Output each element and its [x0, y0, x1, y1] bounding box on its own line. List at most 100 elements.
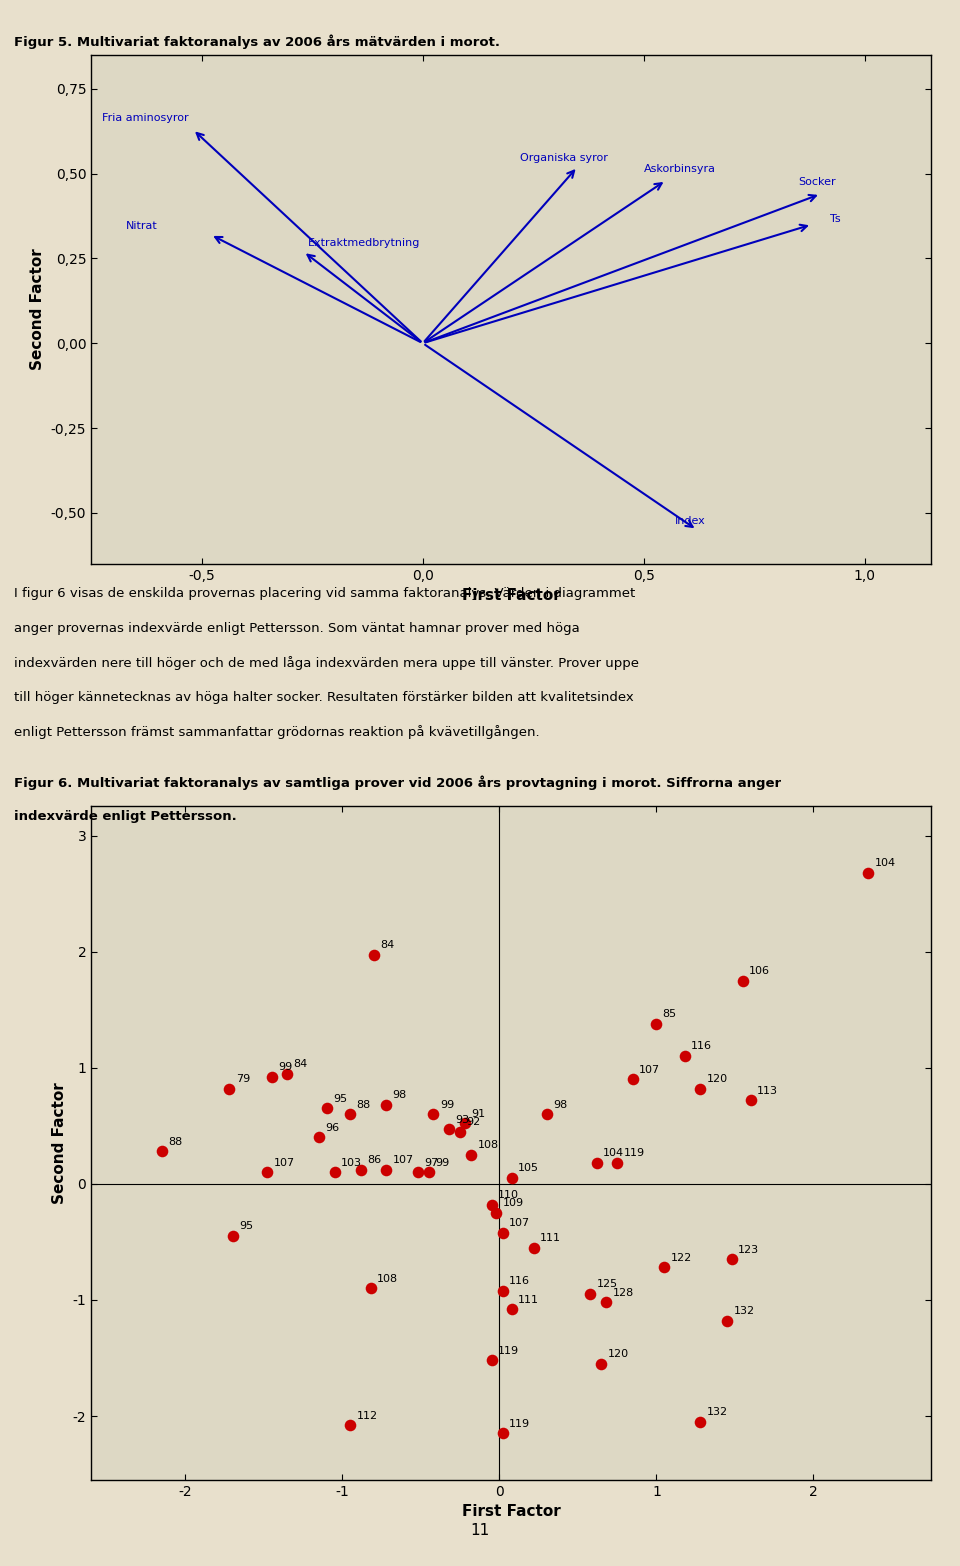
- Y-axis label: Second Factor: Second Factor: [52, 1082, 67, 1204]
- Text: Fria aminosyror: Fria aminosyror: [102, 113, 188, 122]
- Text: 120: 120: [608, 1350, 629, 1359]
- Point: [457, 1110, 472, 1135]
- Point: [719, 1308, 734, 1333]
- Text: 122: 122: [671, 1253, 692, 1262]
- Point: [495, 1278, 511, 1303]
- Text: 98: 98: [553, 1099, 567, 1109]
- Text: 86: 86: [368, 1156, 382, 1165]
- Text: 91: 91: [471, 1109, 486, 1118]
- Text: Index: Index: [675, 517, 706, 526]
- Text: 120: 120: [707, 1074, 728, 1084]
- Text: 88: 88: [168, 1137, 182, 1146]
- Text: 84: 84: [380, 941, 395, 951]
- Text: 116: 116: [509, 1276, 530, 1286]
- Text: indexvärden nere till höger och de med låga indexvärden mera uppe till vänster. : indexvärden nere till höger och de med l…: [14, 656, 639, 670]
- Point: [526, 1236, 541, 1261]
- Text: 104: 104: [875, 858, 896, 868]
- Point: [625, 1066, 640, 1092]
- Point: [319, 1096, 334, 1121]
- Point: [378, 1093, 394, 1118]
- Point: [343, 1413, 358, 1438]
- Text: 125: 125: [597, 1279, 618, 1289]
- Point: [594, 1351, 610, 1377]
- Text: 116: 116: [691, 1041, 712, 1051]
- Point: [693, 1076, 708, 1101]
- Point: [735, 968, 751, 993]
- Text: 107: 107: [274, 1157, 295, 1168]
- Point: [861, 860, 876, 885]
- Text: Ts: Ts: [829, 215, 840, 224]
- Text: 132: 132: [733, 1306, 755, 1315]
- Point: [426, 1101, 442, 1126]
- X-axis label: First Factor: First Factor: [462, 589, 561, 603]
- Point: [649, 1012, 664, 1037]
- Point: [589, 1151, 605, 1176]
- Text: 106: 106: [749, 966, 770, 976]
- Point: [693, 1409, 708, 1434]
- Text: 92: 92: [467, 1117, 481, 1128]
- Text: 103: 103: [341, 1157, 362, 1168]
- Point: [583, 1281, 598, 1306]
- Text: 110: 110: [498, 1190, 518, 1200]
- Text: 112: 112: [356, 1411, 377, 1420]
- Y-axis label: Second Factor: Second Factor: [31, 249, 45, 370]
- Point: [610, 1151, 625, 1176]
- Point: [677, 1043, 692, 1068]
- Point: [657, 1254, 672, 1279]
- Text: Extraktmedbrytning: Extraktmedbrytning: [308, 238, 420, 247]
- Text: I figur 6 visas de enskilda provernas placering vid samma faktoranalys. Värden i: I figur 6 visas de enskilda provernas pl…: [14, 587, 636, 600]
- Text: Nitrat: Nitrat: [126, 221, 157, 232]
- Text: 99: 99: [435, 1157, 449, 1168]
- Text: Organiska syror: Organiska syror: [520, 153, 608, 163]
- Point: [598, 1290, 613, 1315]
- Point: [504, 1165, 519, 1190]
- Point: [442, 1117, 457, 1142]
- Text: 88: 88: [356, 1099, 371, 1109]
- Text: 11: 11: [470, 1522, 490, 1538]
- Text: 108: 108: [477, 1140, 498, 1149]
- Point: [539, 1101, 554, 1126]
- Text: Figur 6. Multivariat faktoranalys av samtliga prover vid 2006 års provtagning i : Figur 6. Multivariat faktoranalys av sam…: [14, 775, 781, 789]
- Text: 111: 111: [518, 1295, 540, 1304]
- Text: 119: 119: [509, 1419, 530, 1428]
- Text: 107: 107: [509, 1218, 530, 1228]
- Text: 85: 85: [662, 1009, 677, 1019]
- Point: [724, 1247, 739, 1272]
- Text: 107: 107: [639, 1065, 660, 1074]
- Text: 113: 113: [756, 1085, 778, 1096]
- Text: 98: 98: [393, 1090, 407, 1101]
- X-axis label: First Factor: First Factor: [462, 1505, 561, 1519]
- Point: [504, 1297, 519, 1322]
- Text: 108: 108: [377, 1273, 398, 1284]
- Text: 111: 111: [540, 1232, 562, 1243]
- Point: [410, 1160, 425, 1185]
- Point: [343, 1101, 358, 1126]
- Point: [495, 1220, 511, 1245]
- Text: 97: 97: [424, 1157, 439, 1168]
- Point: [225, 1223, 240, 1248]
- Point: [363, 1276, 378, 1301]
- Text: 84: 84: [294, 1059, 308, 1070]
- Point: [464, 1142, 479, 1167]
- Point: [222, 1076, 237, 1101]
- Text: 95: 95: [239, 1221, 252, 1231]
- Point: [421, 1160, 437, 1185]
- Text: 128: 128: [612, 1287, 634, 1298]
- Point: [279, 1062, 295, 1087]
- Text: 95: 95: [333, 1093, 348, 1104]
- Text: 104: 104: [603, 1148, 624, 1159]
- Point: [484, 1192, 499, 1217]
- Text: 99: 99: [278, 1062, 292, 1073]
- Text: Socker: Socker: [799, 177, 836, 186]
- Text: 123: 123: [738, 1245, 759, 1254]
- Text: 99: 99: [440, 1099, 454, 1109]
- Text: 79: 79: [235, 1074, 250, 1084]
- Text: 119: 119: [498, 1345, 519, 1356]
- Text: 109: 109: [503, 1198, 524, 1209]
- Point: [311, 1124, 326, 1149]
- Text: 119: 119: [623, 1148, 644, 1159]
- Point: [155, 1138, 170, 1164]
- Text: Askorbinsyra: Askorbinsyra: [644, 163, 716, 174]
- Point: [495, 1420, 511, 1445]
- Text: enligt Pettersson främst sammanfattar grödornas reaktion på kvävetillgången.: enligt Pettersson främst sammanfattar gr…: [14, 725, 540, 739]
